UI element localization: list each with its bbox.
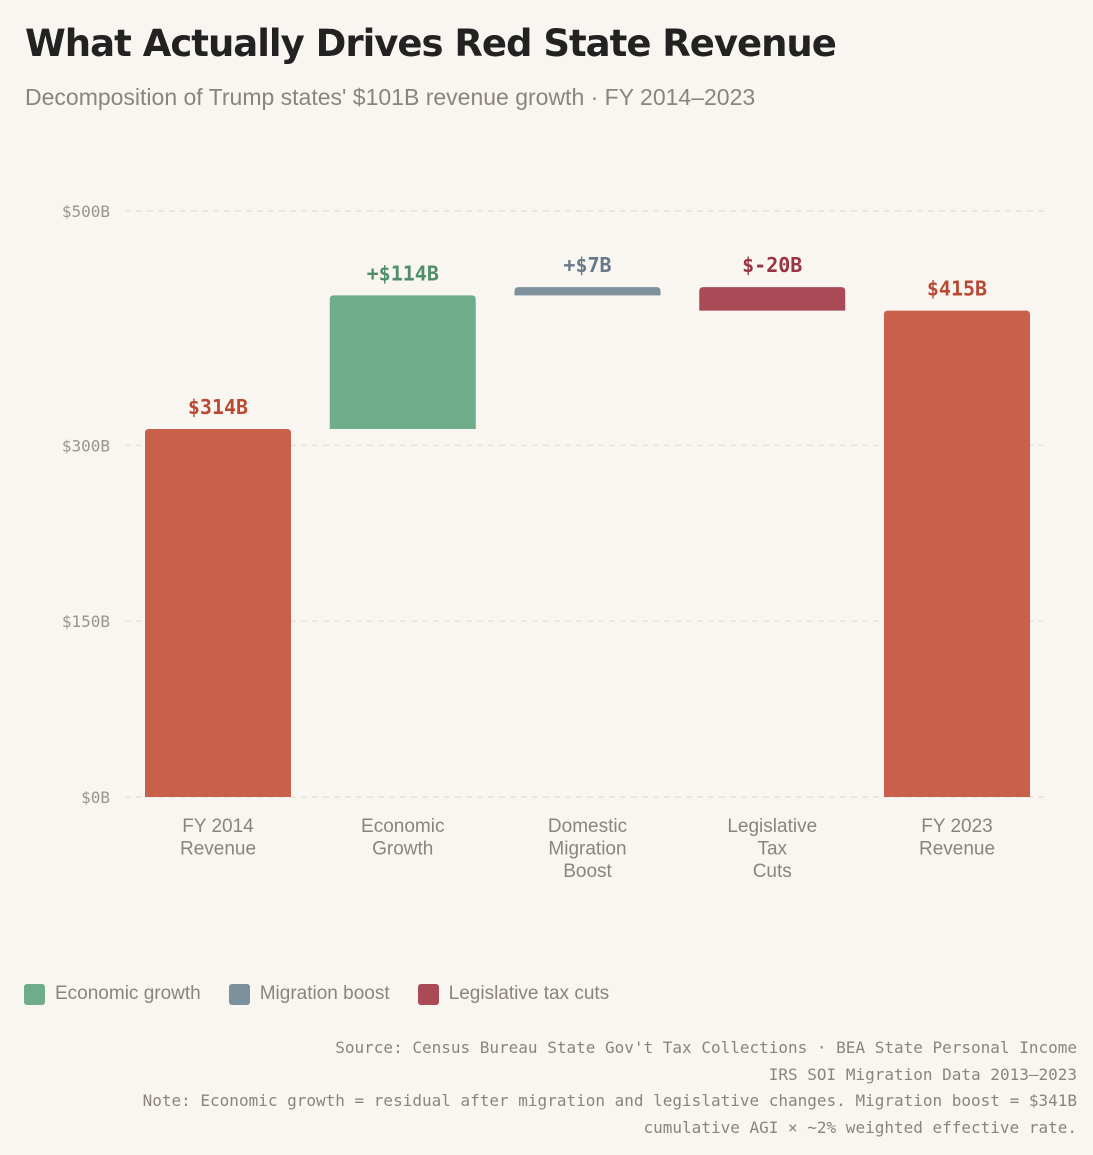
x-category-line: Domestic [548, 816, 627, 837]
bar-3 [699, 287, 846, 311]
legend-swatch-legislative-tax-cuts [417, 983, 439, 1005]
legend-swatch-economic-growth [24, 983, 45, 1005]
legend-label-migration-boost: Migration boost [259, 983, 390, 1004]
source-line-2: IRS SOI Migration Data 2013–2023 [768, 1064, 1077, 1084]
x-category-line: Migration [548, 839, 626, 860]
x-category-label-2: Domestic Migration Boost [548, 816, 627, 882]
note-line-1: Note: Economic growth = residual after m… [142, 1091, 1077, 1110]
data-label-4: $415B [927, 277, 987, 301]
x-category-line: Revenue [919, 839, 995, 860]
legend-swatch-migration-boost [228, 983, 250, 1005]
x-category-line: FY 2023 [921, 816, 992, 837]
legend-label-economic-growth: Economic growth [55, 983, 201, 1004]
x-category-line: Tax [757, 839, 787, 860]
legend: Economic growth Migration boost Legislat… [24, 983, 609, 1005]
legend-item-legislative-tax-cuts: Legislative tax cuts [417, 983, 610, 1005]
bars [145, 287, 1030, 797]
data-label-3: $-20B [742, 253, 802, 277]
x-category-line: Growth [372, 839, 433, 860]
bar-2 [514, 287, 661, 296]
y-axis: $0B $150B $300B $500B [62, 202, 110, 807]
x-category-line: Economic [361, 816, 444, 837]
x-category-line: Legislative [727, 816, 817, 837]
x-category-line: Cuts [753, 861, 792, 882]
footer-notes: Source: Census Bureau State Gov't Tax Co… [17, 1035, 1077, 1141]
source-line-1: Source: Census Bureau State Gov't Tax Co… [335, 1038, 1077, 1057]
y-tick-label-1: $150B [62, 612, 110, 631]
y-tick-label-0: $0B [81, 788, 110, 807]
x-category-line: Revenue [180, 839, 256, 860]
data-label-1: +$114B [367, 261, 439, 285]
bar-4 [884, 310, 1030, 797]
note-line-2: cumulative AGI × ~2% weighted effective … [643, 1117, 1077, 1137]
data-label-0: $314B [188, 395, 248, 419]
legend-item-economic-growth: Economic growth [24, 983, 201, 1005]
chart-title: What Actually Drives Red State Revenue [25, 22, 837, 65]
legend-label-legislative-tax-cuts: Legislative tax cuts [448, 983, 610, 1004]
x-category-label-1: Economic Growth [361, 816, 444, 860]
y-tick-label-2: $300B [62, 436, 110, 455]
data-label-2: +$7B [563, 253, 611, 277]
x-category-label-3: Legislative Tax Cuts [727, 816, 817, 882]
data-labels: $314B +$114B +$7B $-20B $415B [188, 253, 987, 419]
bar-0 [145, 428, 291, 797]
bar-1 [329, 295, 476, 429]
chart-subtitle: Decomposition of Trump states' $101B rev… [25, 84, 756, 110]
legend-item-migration-boost: Migration boost [228, 983, 390, 1005]
x-category-line: FY 2014 [182, 816, 254, 837]
x-category-line: Boost [563, 861, 612, 882]
waterfall-chart: $0B$150B$300B$500B $314B+$114B +$7B $-20B$… [62, 202, 1045, 882]
x-category-label-4: FY 2023 Revenue [919, 816, 995, 860]
x-category-label-0: FY 2014 Revenue [180, 816, 256, 860]
y-tick-label-3: $500B [62, 202, 110, 221]
